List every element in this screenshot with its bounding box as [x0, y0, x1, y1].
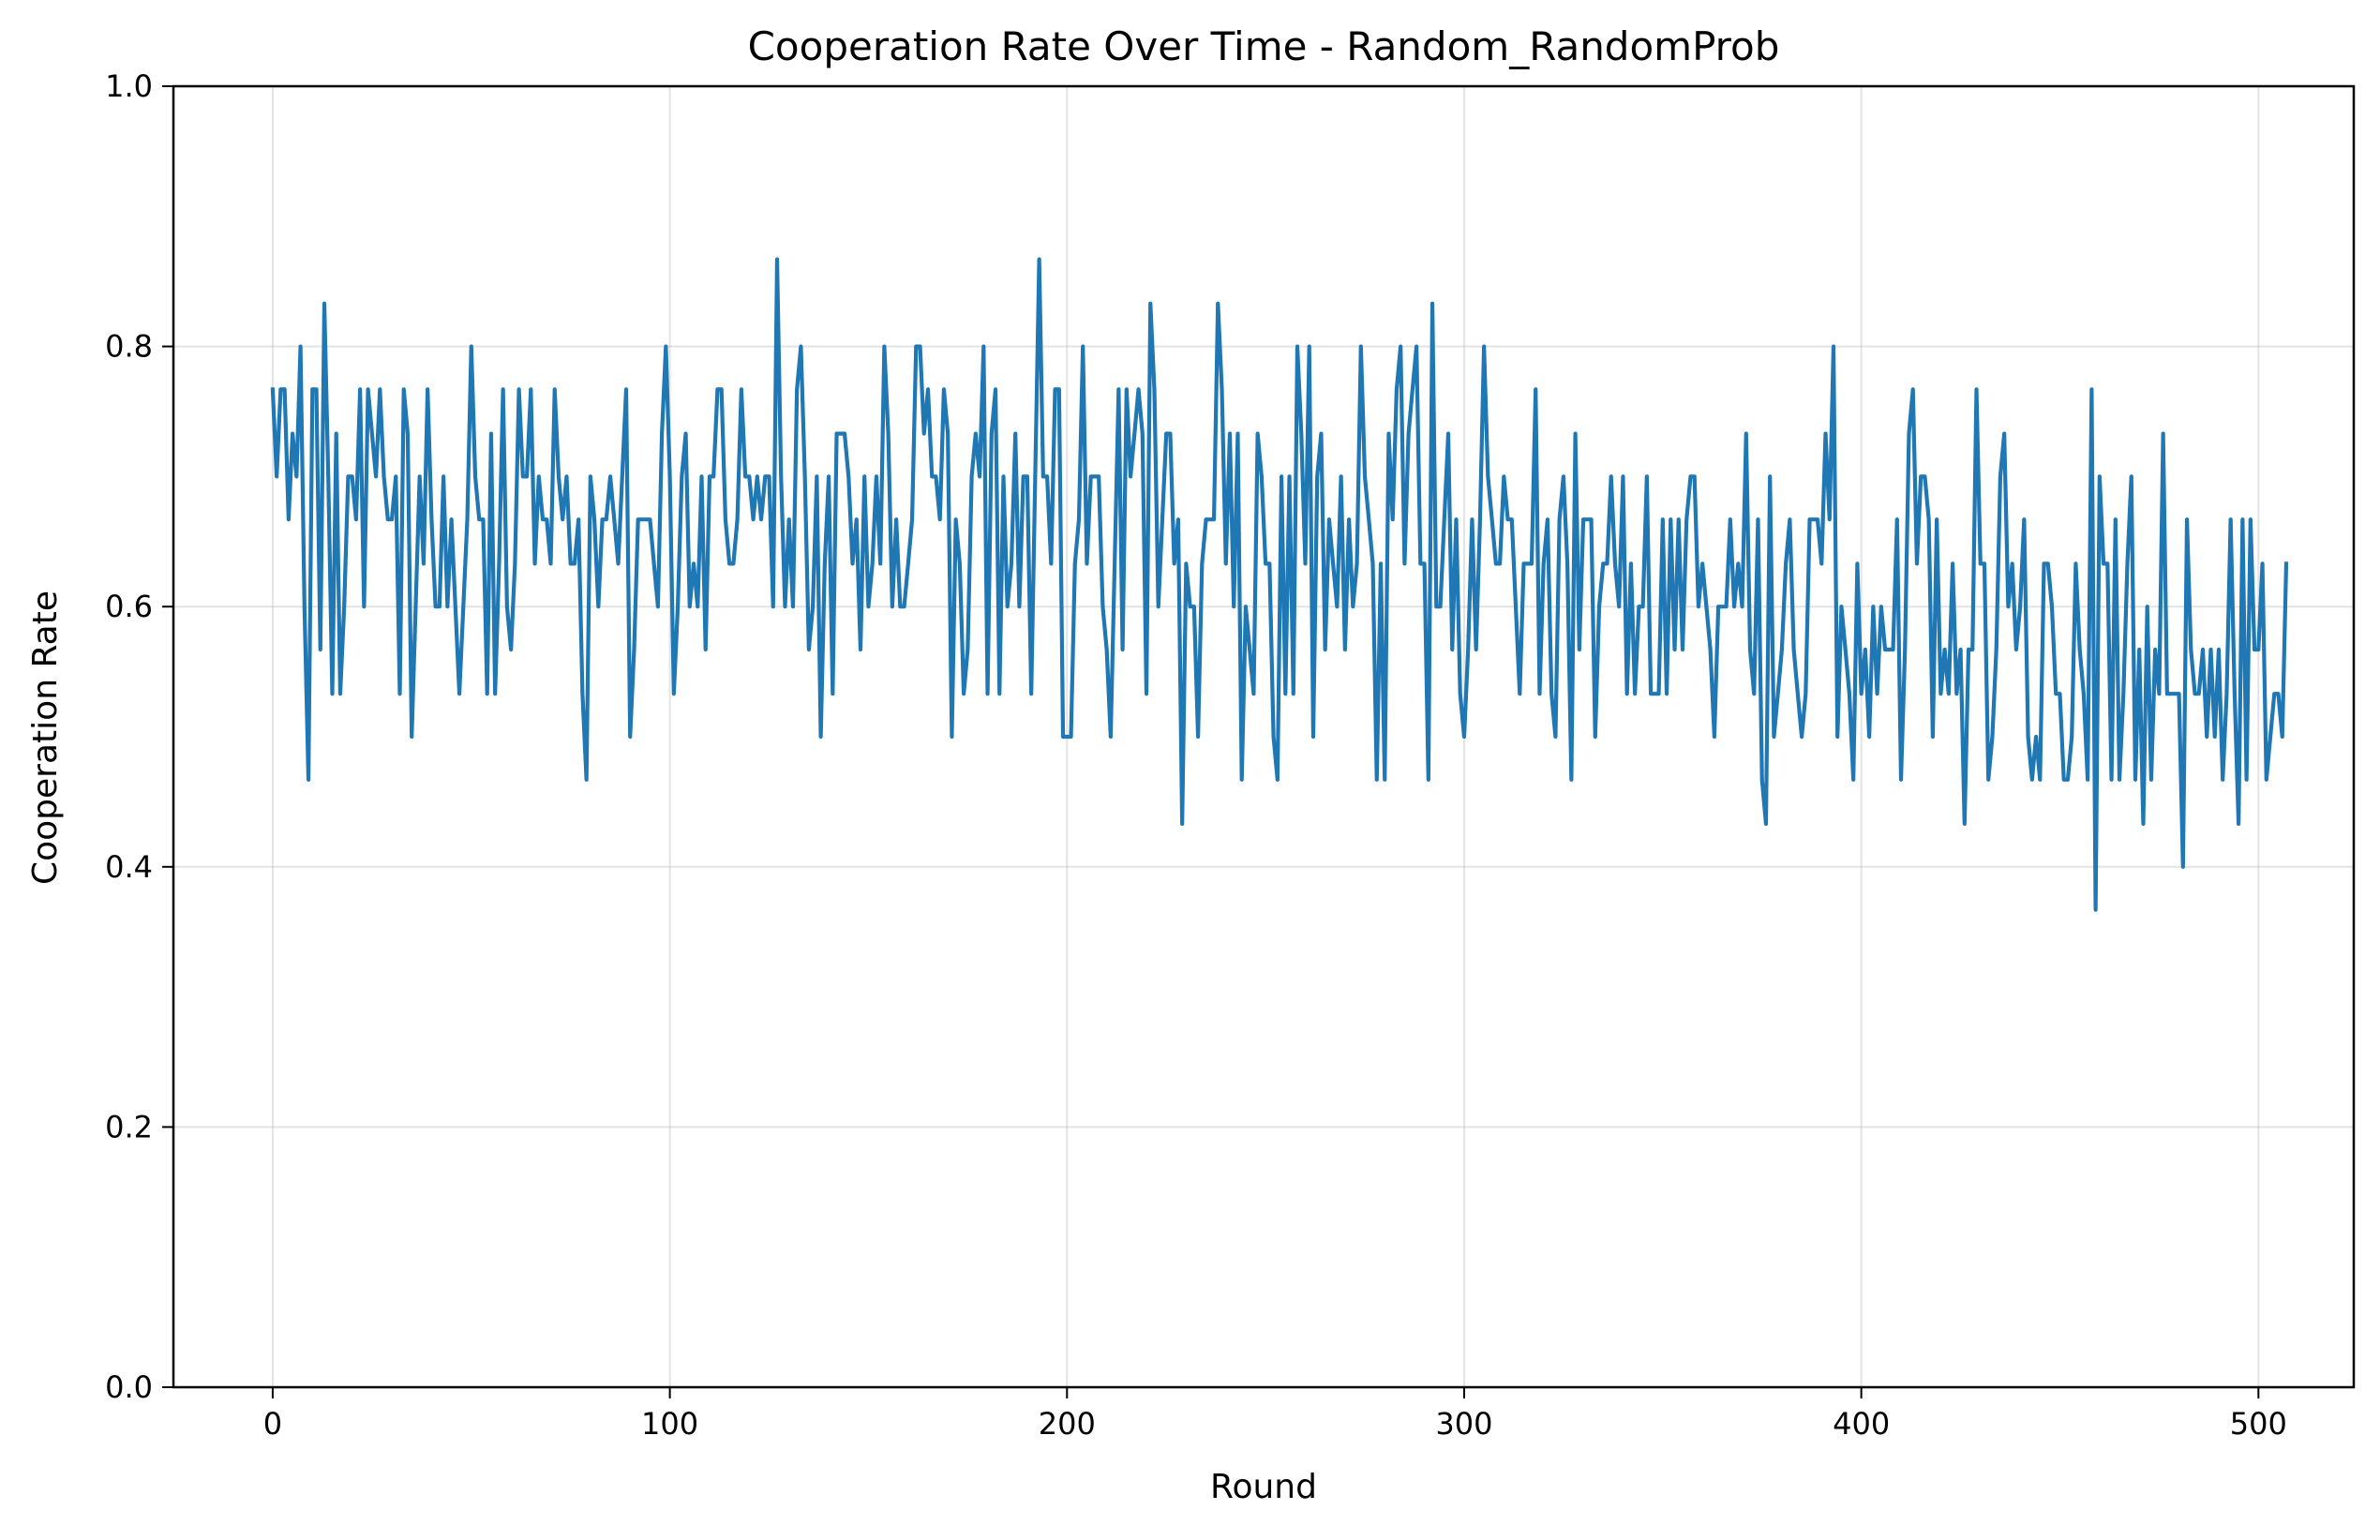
y-tick-label: 1.0 [105, 68, 153, 104]
x-tick-label: 0 [263, 1406, 282, 1442]
y-tick-label: 0.2 [105, 1109, 153, 1144]
series-line [270, 257, 2289, 912]
x-axis-label: Round [1210, 1468, 1317, 1506]
x-tick-label: 200 [1039, 1406, 1096, 1442]
y-tick-label: 0.0 [105, 1369, 153, 1405]
x-tick-label: 500 [2230, 1406, 2287, 1442]
x-axis-ticks: 0 100 200 300 400 500 [263, 1387, 2287, 1442]
y-tick-label: 0.6 [105, 589, 153, 624]
y-axis-label: Cooperation Rate [26, 591, 65, 885]
y-axis-ticks: 0.0 0.2 0.4 0.6 0.8 1.0 [105, 68, 173, 1405]
x-tick-label: 300 [1435, 1406, 1492, 1442]
plot-frame [172, 84, 2356, 1389]
series-layer [270, 257, 2289, 912]
y-tick-label: 0.8 [105, 329, 153, 365]
y-tick-label: 0.4 [105, 849, 153, 885]
x-tick-label: 400 [1833, 1406, 1890, 1442]
x-tick-label: 100 [641, 1406, 698, 1442]
chart-title: Cooperation Rate Over Time - Random_Rand… [748, 23, 1780, 69]
